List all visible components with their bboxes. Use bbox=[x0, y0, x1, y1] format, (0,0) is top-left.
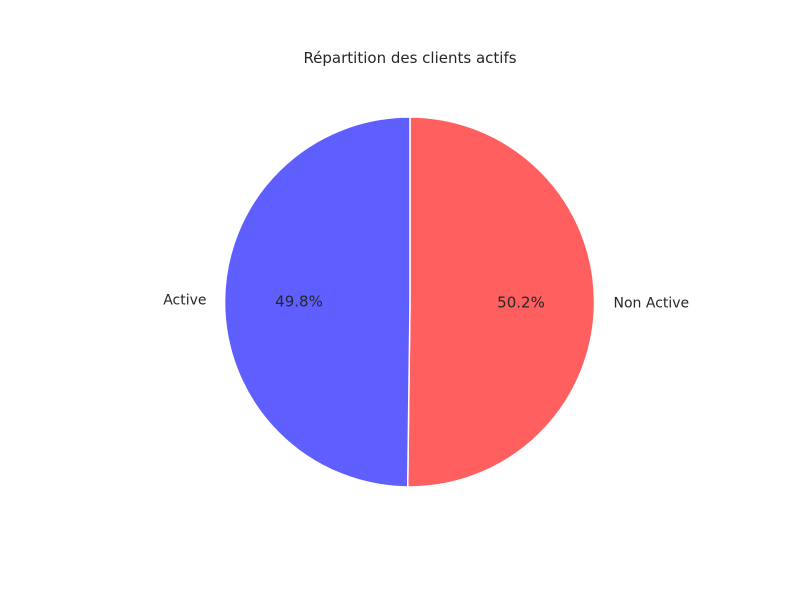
chart-title: Répartition des clients actifs bbox=[303, 49, 517, 67]
slice-label-active: Active bbox=[163, 293, 206, 309]
slice-percent-active: 49.8% bbox=[275, 292, 323, 310]
pie-slice-active bbox=[223, 116, 411, 488]
slice-label-non-active: Non Active bbox=[614, 295, 690, 311]
slice-percent-non-active: 50.2% bbox=[497, 294, 545, 312]
pie-slice-non-active bbox=[406, 116, 596, 488]
